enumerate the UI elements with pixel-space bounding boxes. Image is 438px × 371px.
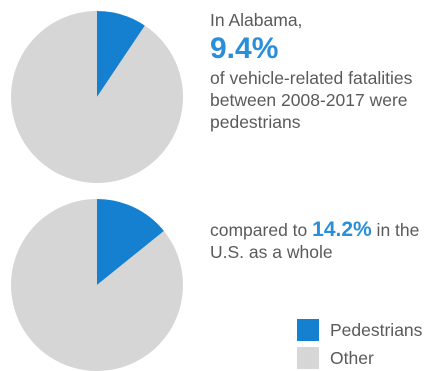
legend-label-pedestrians: Pedestrians <box>330 319 423 340</box>
pie-us-slice-pedestrians <box>97 199 164 285</box>
alabama-percentage: 9.4% <box>210 32 279 65</box>
alabama-statement: In Alabama, 9.4% of vehicle-related fata… <box>210 9 435 133</box>
comparison-suffix: in the U.S. as a whole <box>210 220 420 262</box>
pie-alabama-slice-pedestrians <box>97 11 145 97</box>
alabama-intro: In Alabama, <box>210 10 303 30</box>
alabama-description: of vehicle-related fatalities between 20… <box>210 68 413 132</box>
us-percentage: 14.2% <box>312 218 372 241</box>
pie-alabama-slice-other <box>10 11 183 183</box>
legend-item-other: Other <box>297 347 374 369</box>
legend-swatch-pedestrians <box>297 319 319 341</box>
pie-charts <box>10 11 183 371</box>
legend-label-other: Other <box>330 347 374 368</box>
comparison-prefix: compared to <box>210 220 313 240</box>
pie-us-slice-other <box>10 199 183 371</box>
legend-swatch-other <box>297 347 319 369</box>
legend-item-pedestrians: Pedestrians <box>297 319 422 341</box>
us-comparison: compared to 14.2% in the U.S. as a whole <box>210 219 438 263</box>
